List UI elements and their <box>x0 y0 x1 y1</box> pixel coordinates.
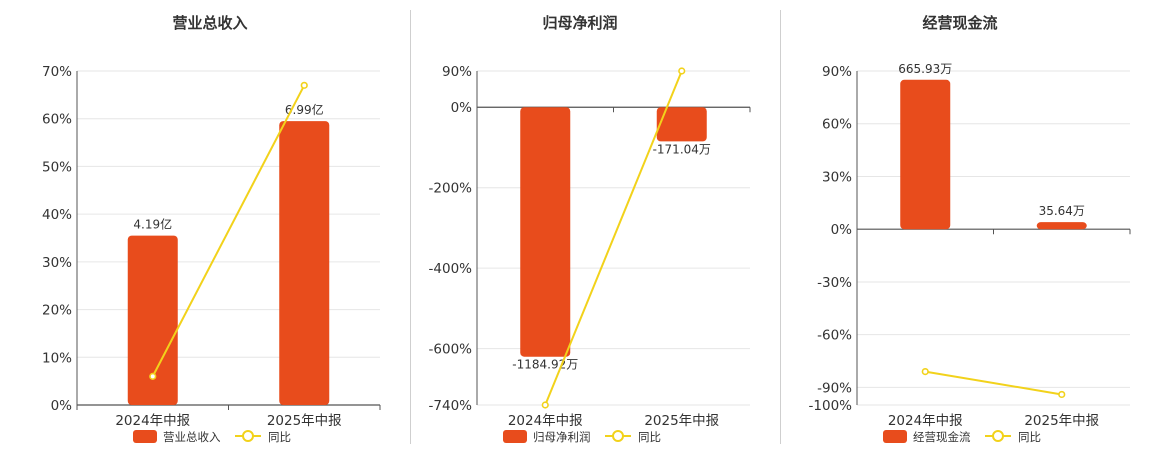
bar-data-label: -1184.92万 <box>512 358 578 372</box>
y-tick-label: 90% <box>442 64 472 80</box>
yoy-point <box>541 401 549 409</box>
bar <box>127 235 178 405</box>
y-tick-label: 0% <box>51 398 73 414</box>
chart-panel: 营业总收入0%10%20%30%40%50%60%70%4.19亿6.99亿20… <box>42 14 381 444</box>
y-tick-label: -740% <box>429 398 473 414</box>
y-tick-label: 70% <box>42 64 72 80</box>
y-tick-label: 30% <box>822 169 852 185</box>
legend-line-marker <box>992 430 1004 442</box>
y-tick-label: -400% <box>429 261 473 277</box>
bar <box>520 107 571 357</box>
legend-line-label: 同比 <box>1018 430 1041 444</box>
y-tick-label: -30% <box>817 275 852 291</box>
yoy-point <box>921 368 929 376</box>
panel-divider <box>780 10 781 444</box>
x-tick-label: 2024年中报 <box>508 413 583 429</box>
legend-bar-label: 营业总收入 <box>163 430 221 444</box>
chart-panel: 归母净利润 90% 0% -200% -400% -600% -740% -1184.92万 -… <box>429 14 751 444</box>
legend-bar-swatch <box>133 430 157 443</box>
chart-title: 经营现金流 <box>922 14 997 32</box>
legend-bar-label: 归母净利润 <box>533 430 591 444</box>
legend-bar-label: 经营现金流 <box>913 430 971 444</box>
yoy-point <box>1058 390 1066 399</box>
bar-data-label: 665.93万 <box>898 62 952 76</box>
x-tick-label: 2025年中报 <box>644 413 719 429</box>
yoy-point <box>678 67 686 75</box>
y-tick-label: 30% <box>42 255 72 271</box>
yoy-line <box>151 84 306 377</box>
x-tick-label: 2024年中报 <box>115 413 190 429</box>
y-tick-label: 20% <box>42 303 72 319</box>
bar-data-label: -171.04万 <box>653 142 711 156</box>
bar <box>656 107 707 142</box>
bar <box>1036 222 1087 230</box>
panel-divider <box>410 10 411 444</box>
y-tick-label: -100% <box>809 398 853 414</box>
y-tick-label: 10% <box>42 350 72 366</box>
bar <box>279 121 330 405</box>
yoy-line <box>544 70 683 406</box>
bar-data-label: 4.19亿 <box>133 217 172 232</box>
bar <box>900 79 951 230</box>
y-tick-label: -90% <box>817 380 852 396</box>
legend-line-label: 同比 <box>268 430 291 444</box>
legend-line-label: 同比 <box>638 430 661 444</box>
yoy-point <box>149 372 157 380</box>
chart-panel: 经营现金流 90% 60% 30% 0% -30% -60% -90% -100% 665.93万… <box>809 14 1131 444</box>
y-tick-label: -600% <box>429 342 473 358</box>
y-tick-label: -60% <box>817 328 852 344</box>
y-tick-label: 60% <box>42 112 72 128</box>
legend-line-marker <box>612 430 624 442</box>
y-tick-label: 0% <box>451 100 473 116</box>
legend-bar-swatch <box>503 430 527 443</box>
yoy-line <box>925 370 1062 396</box>
legend-bar-swatch <box>883 430 907 443</box>
x-tick-label: 2024年中报 <box>888 413 963 429</box>
y-tick-label: 0% <box>831 222 853 238</box>
y-tick-label: 50% <box>42 159 72 175</box>
y-tick-label: -200% <box>429 181 473 197</box>
x-tick-label: 2025年中报 <box>1024 413 1099 429</box>
y-tick-label: 60% <box>822 117 852 133</box>
yoy-point <box>300 81 308 89</box>
y-tick-label: 40% <box>42 207 72 223</box>
chart-title: 营业总收入 <box>172 14 247 32</box>
x-tick-label: 2025年中报 <box>267 413 342 429</box>
legend-line-marker <box>242 430 254 442</box>
bar-data-label: 35.64万 <box>1039 204 1085 218</box>
y-tick-label: 90% <box>822 64 852 80</box>
chart-title: 归母净利润 <box>542 14 617 32</box>
